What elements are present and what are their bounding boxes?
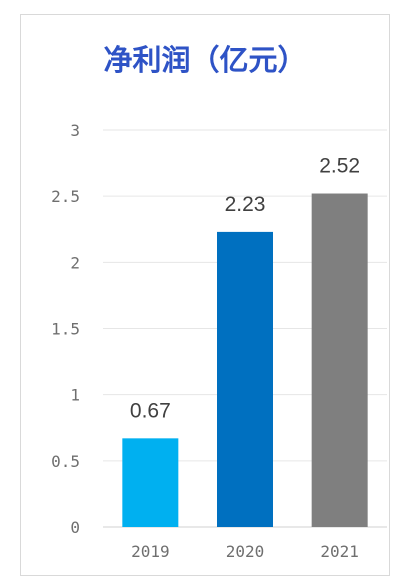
data-label-2021: 2.52 (319, 155, 360, 178)
x-tick-label-2019: 2019 (131, 542, 170, 561)
bar-2019 (122, 438, 179, 527)
y-tick-label: 1.5 (51, 320, 80, 339)
y-tick-label: 2.5 (51, 187, 80, 206)
bars (122, 193, 368, 527)
y-axis-ticks: 0 0.5 1 1.5 2 2.5 3 (51, 121, 80, 537)
bar-2020 (217, 231, 273, 527)
data-label-2020: 2.23 (225, 193, 266, 216)
y-tick-label: 1 (70, 386, 80, 405)
x-tick-label-2020: 2020 (226, 542, 265, 561)
chart-title: 净利润（亿元） (103, 43, 307, 77)
y-tick-label: 3 (70, 121, 80, 140)
y-tick-label: 2 (70, 253, 80, 272)
data-labels: 0.67 2.23 2.52 (130, 155, 360, 423)
data-label-2019: 0.67 (130, 399, 171, 422)
x-axis-ticks: 2019 2020 2021 (131, 542, 359, 561)
y-tick-label: 0 (70, 518, 80, 537)
x-tick-label-2021: 2021 (320, 542, 359, 561)
bar-2021 (311, 193, 368, 527)
y-tick-label: 0.5 (51, 452, 80, 471)
